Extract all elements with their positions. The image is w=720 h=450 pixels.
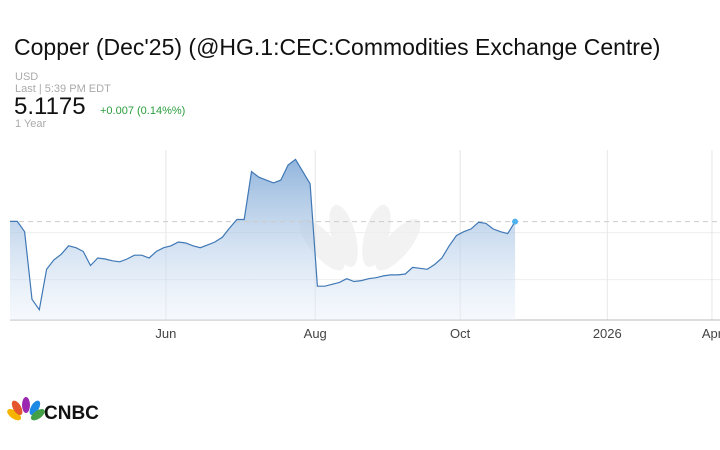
last-price: 5.1175 — [14, 93, 86, 120]
x-tick-label: Jun — [155, 326, 176, 341]
plot: Jun Aug Oct 2026 Apr — [10, 150, 720, 341]
price-change: +0.007 (0.14%%) — [100, 105, 185, 117]
last-point — [512, 218, 519, 225]
period: 1 Year — [15, 118, 47, 130]
line — [10, 158, 516, 312]
currency: USD — [15, 71, 38, 83]
x-tick-label: 2026 — [593, 326, 622, 341]
area — [10, 159, 516, 320]
x-tick-label: Aug — [304, 326, 327, 341]
logo-text: CNBC — [44, 403, 99, 424]
x-tick-label: Oct — [450, 326, 471, 341]
last-time: Last | 5:39 PM EDT — [15, 83, 111, 95]
logo: CNBC — [7, 397, 99, 424]
chart-title: Copper (Dec'25) (@HG.1:CEC:Commodities E… — [14, 34, 660, 60]
x-tick-label: Apr — [702, 326, 720, 341]
